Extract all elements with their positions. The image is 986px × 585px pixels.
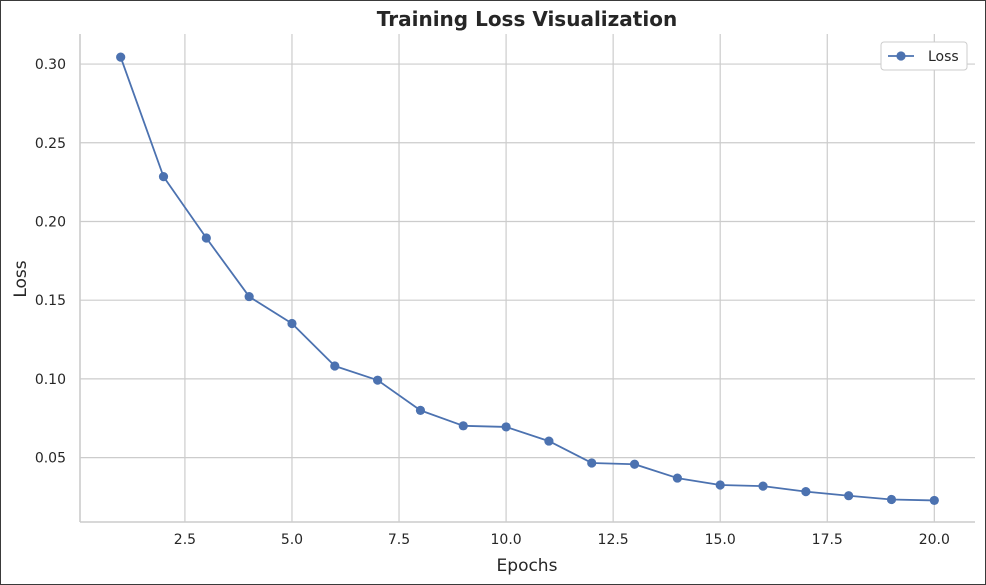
data-point [672, 473, 682, 483]
data-point [501, 422, 511, 432]
data-point [715, 480, 725, 490]
x-axis-ticks: 2.5 5.0 7.5 10.0 12.5 15.0 17.5 20.0 [174, 532, 950, 548]
data-point [801, 487, 811, 497]
y-axis-ticks: 0.05 0.10 0.15 0.20 0.25 0.30 [35, 57, 66, 467]
x-tick-label: 15.0 [705, 532, 736, 548]
data-point [587, 458, 597, 468]
x-tick-label: 5.0 [281, 532, 303, 548]
y-tick-label: 0.20 [35, 214, 66, 230]
y-tick-label: 0.15 [35, 293, 66, 309]
x-tick-label: 2.5 [174, 532, 196, 548]
data-point [158, 172, 169, 182]
data-point [929, 495, 939, 506]
y-tick-label: 0.30 [35, 57, 66, 73]
data-point [544, 436, 554, 446]
legend-box [880, 41, 968, 71]
grid-lines [80, 34, 975, 522]
x-tick-label: 12.5 [598, 532, 629, 548]
data-point [886, 494, 897, 505]
x-tick-label: 10.0 [491, 532, 522, 548]
chart-title: Training Loss Visualization [377, 7, 677, 31]
legend-label: Loss [928, 49, 959, 65]
data-point [844, 491, 854, 501]
data-point [201, 233, 211, 243]
data-point [629, 459, 640, 469]
y-tick-label: 0.25 [35, 136, 66, 152]
y-tick-label: 0.10 [35, 372, 66, 388]
data-point [330, 361, 340, 371]
x-tick-label: 7.5 [388, 532, 410, 548]
data-point [458, 421, 468, 431]
data-point [758, 481, 768, 491]
x-tick-label: 20.0 [919, 532, 950, 548]
data-point [244, 291, 254, 302]
y-tick-label: 0.05 [35, 451, 66, 467]
y-axis-label: Loss [11, 260, 31, 297]
legend-point-marker [896, 51, 906, 61]
data-point [116, 52, 126, 62]
x-tick-label: 17.5 [812, 532, 843, 548]
data-point [287, 318, 297, 329]
legend: Loss [880, 41, 968, 71]
x-axis-label: Epochs [497, 556, 558, 576]
data-point [415, 405, 426, 415]
axis-spines [79, 34, 975, 523]
series-group [116, 52, 939, 506]
data-point [373, 375, 383, 385]
series-line-loss [119, 56, 935, 502]
